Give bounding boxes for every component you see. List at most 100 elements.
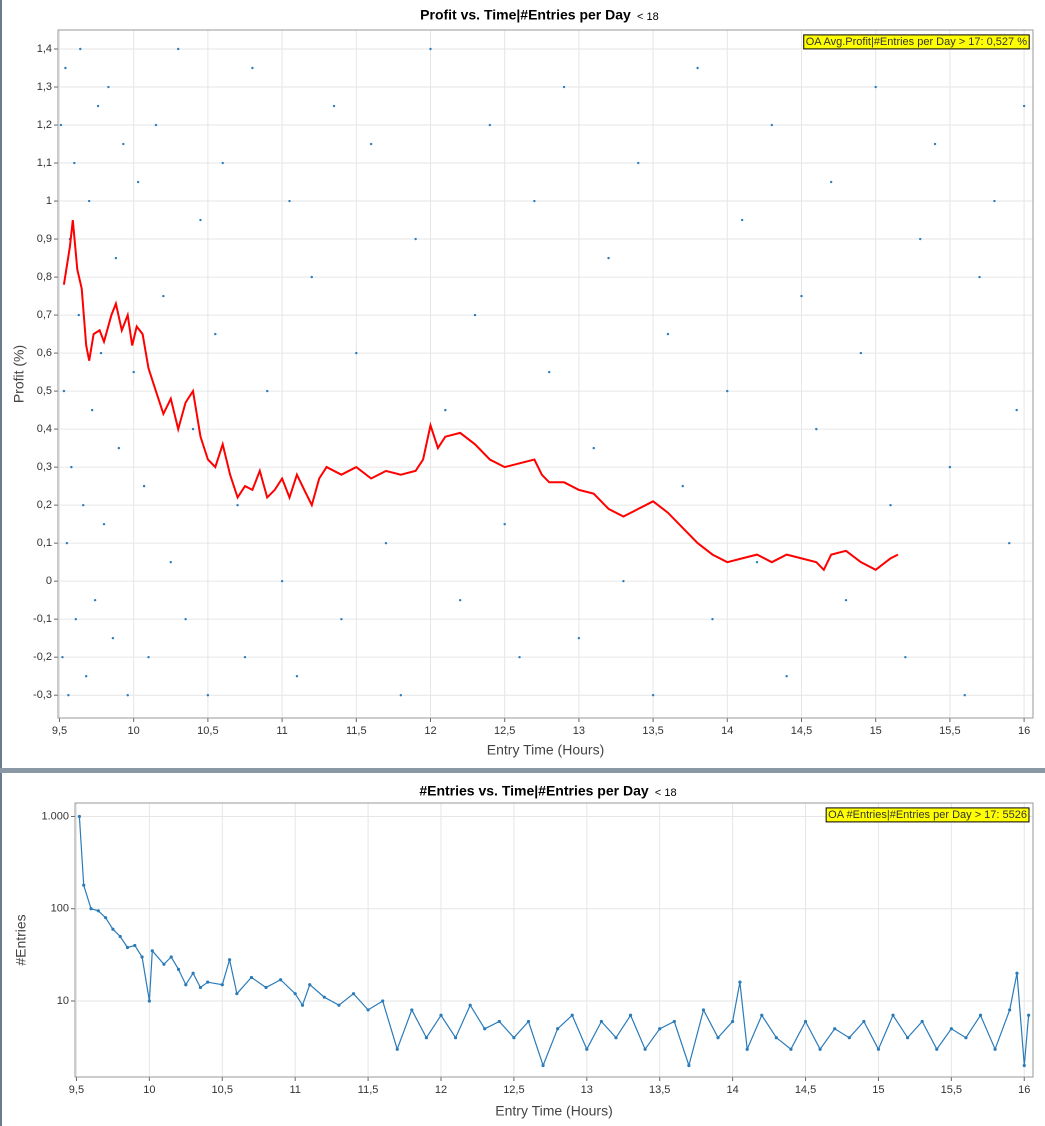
scatter-point [1015,408,1018,412]
scatter-point [829,180,833,184]
line-marker [82,883,86,887]
scatter-point [332,104,336,108]
x-tick-label: 13,5 [649,1084,670,1096]
line-marker [862,1019,866,1024]
y-tick-label: 0,1 [37,537,52,549]
line-marker [227,958,232,962]
line-marker [381,999,385,1003]
line-marker [1022,1063,1026,1068]
chart-title: #Entries vs. Time|#Entries per Day [419,783,649,799]
y-tick-label: 0,8 [37,271,52,283]
scatter-point [206,693,210,697]
line-marker [439,1013,443,1017]
title-note: < 18 [637,11,659,23]
scatter-point [429,47,432,51]
scatter-point [77,313,80,317]
line-marker [322,995,326,999]
separator [0,768,1045,773]
line-marker [468,1003,472,1007]
annotation: OA Avg.Profit|#Entries per Day > 17: 0,5… [806,36,1027,48]
scatter-point [65,541,69,545]
line-marker [453,1036,458,1040]
line-marker [169,955,173,959]
chart-title: Profit vs. Time|#Entries per Day [420,7,631,23]
line-marker [891,1013,895,1017]
y-tick-label: 1 [46,195,52,207]
line-marker [964,1036,968,1040]
x-tick-label: 11 [289,1084,300,1096]
line-marker [118,934,122,939]
scatter-point [933,142,937,146]
x-tick-label: 16 [1018,725,1030,737]
x-tick-label: 11,5 [346,725,367,737]
scatter-point [295,674,299,678]
x-tick-label: 15 [870,725,882,737]
line-marker [395,1047,399,1051]
scatter-point [340,617,343,621]
y-tick-label: 0,5 [37,385,52,397]
scatter-point [458,598,462,602]
line-marker [184,983,188,987]
line-marker [278,978,283,982]
line-marker [133,943,137,948]
scatter-point [61,655,64,659]
line-marker [760,1013,764,1017]
line-marker [308,983,312,987]
scatter-point [696,66,699,70]
scatter-point [770,123,774,127]
x-tick-label: 12,5 [494,725,515,737]
scatter-point [82,503,85,507]
scatter-point [889,503,892,507]
annotation: OA #Entries|#Entries per Day > 17: 5526 [828,809,1027,821]
line-marker [483,1027,487,1031]
scatter-point [1022,104,1026,108]
scatter-point [369,142,373,146]
plot-frame [57,29,1034,719]
scatter-point [93,598,97,602]
scatter-point [221,161,224,165]
scatter-point [785,674,788,678]
scatter-point [280,579,284,583]
line-marker [818,1047,822,1051]
scatter-point [59,123,63,127]
scatter-point [533,199,536,203]
scatter-point [288,199,291,203]
line-marker [847,1036,851,1040]
scatter-point [622,579,625,583]
scatter-point [243,655,247,659]
line-marker [643,1047,647,1051]
scatter-point [681,484,684,488]
line-marker [140,955,144,959]
line-marker [300,1003,305,1007]
x-tick-label: 15 [872,1084,884,1096]
scatter-point [444,408,447,412]
line-marker [803,1019,808,1024]
scatter-point [978,275,981,279]
x-tick-label: 10,5 [212,1084,233,1096]
scatter-point [117,446,121,450]
scatter-point [310,275,313,279]
line-marker [920,1019,924,1024]
y-tick-label: 0,3 [37,461,52,473]
left-border [0,0,2,1126]
y-tick-label: 0,7 [37,309,52,321]
scatter-point [488,123,492,127]
line-marker [774,1036,778,1040]
x-tick-label: 13,5 [642,725,663,737]
y-tick-label: 1.000 [41,810,69,822]
y-tick-label: 1,3 [37,81,52,93]
line-marker [949,1027,953,1031]
y-axis-label: #Entries [13,914,29,965]
scatter-point [904,655,907,659]
line-marker [220,983,224,987]
line-marker [993,1047,997,1051]
scatter-point [147,655,150,659]
line-marker [1015,971,1019,975]
line-marker [672,1019,676,1024]
scatter-point [399,693,403,697]
scatter-point [562,85,566,89]
x-tick-label: 14,5 [795,1084,816,1096]
y-tick-label: 0 [46,575,52,587]
plot-frame [74,802,1034,1078]
scatter-point [132,370,135,374]
